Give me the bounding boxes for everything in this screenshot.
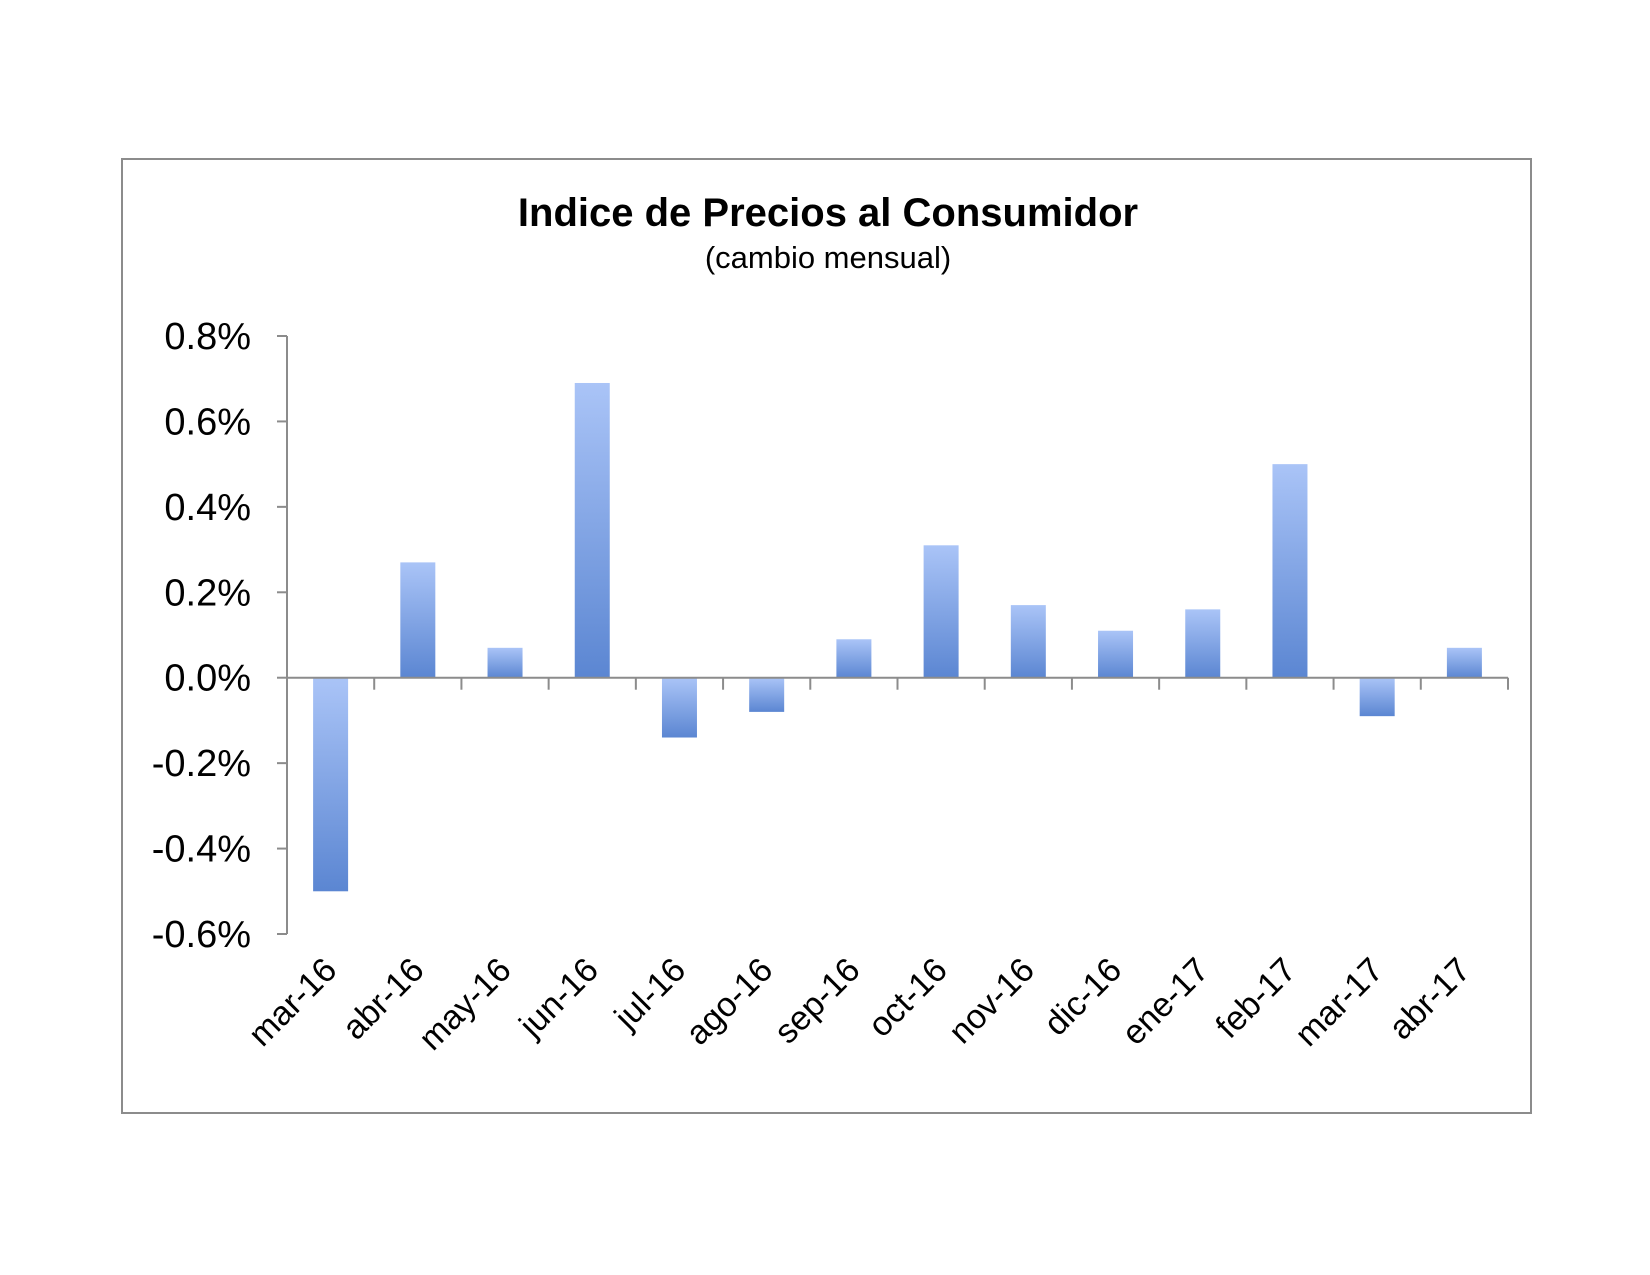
chart-title: Indice de Precios al Consumidor [518, 191, 1138, 235]
x-tick-label: jun-16 [511, 951, 605, 1045]
bar-mar-16 [313, 677, 349, 892]
bar-nov-16 [1010, 605, 1046, 678]
chart-frame: Indice de Precios al Consumidor (cambio … [121, 158, 1532, 1114]
y-tick-label: -0.4% [152, 829, 251, 871]
y-tick-label: 0.2% [164, 572, 251, 614]
bar-feb-17 [1272, 464, 1308, 678]
bar-abr-17 [1446, 647, 1482, 678]
y-tick-label: 0.4% [164, 487, 251, 529]
bar-dic-16 [1098, 630, 1134, 678]
y-tick-label: 0.0% [164, 658, 251, 700]
bar-mar-17 [1359, 677, 1395, 717]
x-tick-label: mar-16 [241, 951, 344, 1054]
bar-sep-16 [836, 639, 872, 678]
bar-jun-16 [574, 382, 610, 678]
x-tick-label: ago-16 [679, 951, 781, 1053]
y-axis-ticks: 0.8% 0.6% 0.4% 0.2% 0.0% -0.2% -0.4% -0.6% [152, 316, 287, 956]
x-tick-label: abr-17 [1382, 951, 1478, 1047]
x-tick-label: nov-16 [942, 951, 1042, 1051]
bar-oct-16 [923, 545, 959, 678]
x-tick-label: may-16 [412, 951, 519, 1058]
y-tick-label: -0.6% [152, 914, 251, 956]
bar-ene-17 [1185, 609, 1221, 678]
y-tick-label: -0.2% [152, 743, 251, 785]
x-tick-label: sep-16 [767, 951, 867, 1051]
y-tick-label: 0.6% [164, 401, 251, 443]
y-tick-label: 0.8% [164, 316, 251, 358]
chart-canvas: Indice de Precios al Consumidor (cambio … [152, 191, 1509, 1058]
x-tick-label: mar-17 [1288, 951, 1391, 1054]
bars-group [313, 382, 1482, 892]
chart-subtitle: (cambio mensual) [705, 240, 951, 275]
x-tick-label: dic-16 [1037, 951, 1129, 1043]
x-tick-label: oct-16 [861, 951, 955, 1045]
bar-ago-16 [749, 677, 785, 712]
bar-abr-16 [400, 562, 436, 678]
x-tick-label: feb-17 [1209, 951, 1304, 1046]
bar-jul-16 [661, 677, 697, 738]
bar-may-16 [487, 647, 523, 678]
x-tick-label: ene-17 [1115, 951, 1217, 1053]
